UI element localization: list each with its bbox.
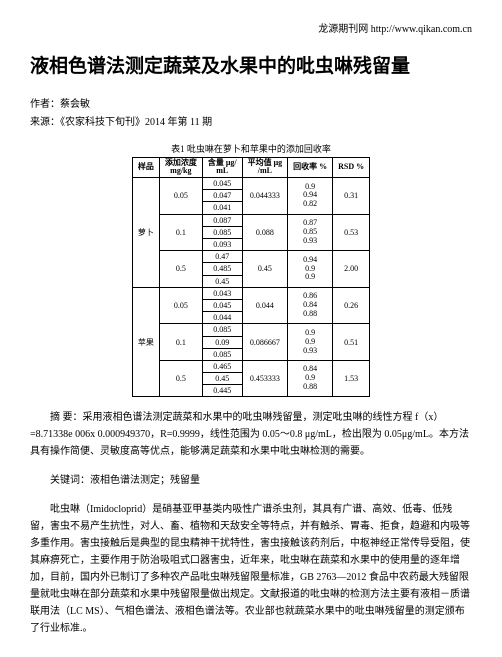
source-line: 来源：《农家科技下旬刊》2014 年第 11 期	[30, 114, 472, 132]
recovery-cell: 0.840.90.88	[288, 360, 333, 397]
value-cell: 0.093	[202, 239, 242, 251]
rsd-cell: 0.51	[333, 324, 370, 361]
value-cell: 0.465	[202, 360, 242, 372]
recovery-cell: 0.940.90.9	[288, 251, 333, 288]
table-header: RSD %	[333, 157, 370, 178]
value-cell: 0.45	[202, 373, 242, 385]
abstract: 摘 要：采用液相色谱法测定蔬菜和水果中的吡虫啉残留量，测定吡虫啉的线性方程 f（…	[30, 409, 472, 460]
rsd-cell: 0.26	[333, 287, 370, 324]
conc-cell: 0.05	[159, 178, 202, 215]
avg-cell: 0.044	[242, 287, 288, 324]
source-label: 来源：	[30, 117, 60, 128]
table-row: 萝卜0.050.0450.0443330.90.940.820.31	[132, 178, 369, 190]
recovery-cell: 0.90.90.93	[288, 324, 333, 361]
rsd-cell: 0.31	[333, 178, 370, 215]
recovery-cell: 0.870.850.93	[288, 214, 333, 251]
avg-cell: 0.45	[242, 251, 288, 288]
value-cell: 0.043	[202, 287, 242, 299]
avg-cell: 0.086667	[242, 324, 288, 361]
conc-cell: 0.5	[159, 360, 202, 397]
value-cell: 0.047	[202, 190, 242, 202]
value-cell: 0.045	[202, 178, 242, 190]
header-link: 龙源期刊网 http://www.qikan.com.cn	[30, 20, 472, 35]
avg-cell: 0.088	[242, 214, 288, 251]
value-cell: 0.47	[202, 251, 242, 263]
body-paragraph: 吡虫啉（Imidocloprid）是硝基亚甲基类内吸性广谱杀虫剂，其具有广谱、高…	[30, 501, 472, 637]
recovery-cell: 0.90.940.82	[288, 178, 333, 215]
table-row: 0.10.0870.0880.870.850.930.53	[132, 214, 369, 226]
table-header: 平均值 μg/mL	[242, 157, 288, 178]
value-cell: 0.087	[202, 214, 242, 226]
rsd-cell: 0.53	[333, 214, 370, 251]
table-header: 回收率 %	[288, 157, 333, 178]
value-cell: 0.085	[202, 348, 242, 360]
table-row: 0.50.470.450.940.90.92.00	[132, 251, 369, 263]
article-title: 液相色谱法测定蔬菜及水果中的吡虫啉残留量	[30, 53, 472, 82]
conc-cell: 0.05	[159, 287, 202, 324]
recovery-cell: 0.860.840.88	[288, 287, 333, 324]
table-header: 样品	[132, 157, 159, 178]
avg-cell: 0.044333	[242, 178, 288, 215]
author-label: 作者：	[30, 99, 60, 110]
table-caption: 表1 吡虫啉在萝卜和苹果中的添加回收率	[30, 142, 472, 155]
rsd-cell: 2.00	[333, 251, 370, 288]
sample-cell: 萝卜	[132, 178, 159, 288]
avg-cell: 0.453333	[242, 360, 288, 397]
rsd-cell: 1.53	[333, 360, 370, 397]
value-cell: 0.041	[202, 202, 242, 214]
value-cell: 0.085	[202, 324, 242, 336]
table-row: 苹果0.050.0430.0440.860.840.880.26	[132, 287, 369, 299]
table-row: 0.50.4650.4533330.840.90.881.53	[132, 360, 369, 372]
keywords: 关键词：液相色谱法测定；残留量	[30, 472, 472, 489]
conc-cell: 0.1	[159, 324, 202, 361]
table-header: 含量 μg/mL	[202, 157, 242, 178]
conc-cell: 0.5	[159, 251, 202, 288]
source-name: 《农家科技下旬刊》2014 年第 11 期	[60, 117, 212, 128]
table-header: 添加浓度mg/kg	[159, 157, 202, 178]
value-cell: 0.45	[202, 275, 242, 287]
author-line: 作者：蔡会敏	[30, 96, 472, 114]
value-cell: 0.045	[202, 299, 242, 311]
value-cell: 0.085	[202, 226, 242, 238]
conc-cell: 0.1	[159, 214, 202, 251]
recovery-table: 样品添加浓度mg/kg含量 μg/mL平均值 μg/mL回收率 %RSD % 萝…	[132, 157, 370, 398]
sample-cell: 苹果	[132, 287, 159, 397]
value-cell: 0.445	[202, 385, 242, 397]
author-name: 蔡会敏	[60, 99, 90, 110]
table-row: 0.10.0850.0866670.90.90.930.51	[132, 324, 369, 336]
value-cell: 0.485	[202, 263, 242, 275]
value-cell: 0.09	[202, 336, 242, 348]
value-cell: 0.044	[202, 312, 242, 324]
